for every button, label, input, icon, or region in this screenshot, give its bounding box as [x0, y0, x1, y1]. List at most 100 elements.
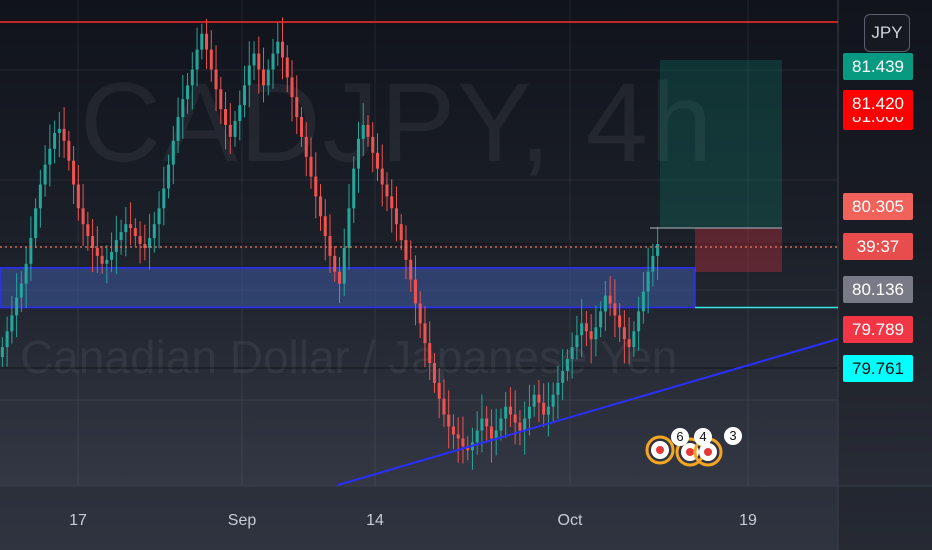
candle-body [337, 271, 342, 284]
candle [323, 199, 327, 261]
count-badge[interactable]: 4 [694, 428, 712, 446]
candle-body [651, 255, 655, 272]
candle [632, 321, 636, 358]
candle [475, 411, 479, 455]
time-tick-label: 17 [69, 512, 87, 529]
candle-body [618, 315, 622, 328]
candle [72, 145, 76, 204]
candle-body [252, 53, 256, 66]
candle [247, 41, 251, 108]
count-badge[interactable]: 6 [671, 428, 689, 446]
candle [48, 124, 52, 187]
candle-body [404, 240, 408, 260]
candle-body [409, 259, 413, 280]
price-label: 79.761 [843, 355, 913, 382]
candle-body [152, 224, 156, 239]
candle-body [219, 89, 223, 110]
time-axis-panel[interactable] [0, 486, 932, 550]
candle-body [233, 121, 237, 137]
candle [485, 406, 489, 442]
candle [5, 316, 9, 367]
candle [375, 133, 380, 181]
candle [100, 245, 104, 274]
candle-body [167, 164, 171, 189]
candle-body [456, 434, 460, 439]
count-badge[interactable]: 3 [724, 427, 742, 445]
price-label: 81.420 [843, 90, 913, 117]
candle [76, 165, 80, 221]
candle-body [622, 327, 626, 340]
candle-body [209, 49, 213, 70]
candle-body [276, 41, 280, 54]
candle-body [186, 85, 190, 100]
candle-body [171, 140, 175, 165]
candle-body [148, 238, 152, 248]
candle [171, 126, 175, 185]
candle [337, 257, 342, 304]
candle [219, 76, 223, 124]
candle-body [461, 438, 465, 447]
price-label: 81.439 [843, 53, 913, 80]
candle [181, 74, 185, 139]
candle [428, 321, 432, 381]
candle [352, 156, 356, 223]
candle [190, 52, 194, 110]
candle-body [247, 65, 251, 86]
time-tick-label: Sep [227, 512, 257, 529]
candle-body [0, 347, 4, 358]
candle [29, 216, 33, 281]
candle-body [637, 311, 641, 332]
candle-body [176, 117, 180, 141]
candle [347, 184, 351, 270]
candle-body [95, 247, 99, 256]
currency-button[interactable]: JPY [864, 14, 910, 52]
candle-body [646, 271, 650, 292]
candle-body [499, 418, 503, 431]
candle [62, 107, 66, 158]
candle [157, 191, 161, 249]
candle [423, 306, 427, 368]
candle-body [527, 406, 531, 419]
candle [309, 137, 313, 189]
candle-body [352, 168, 356, 209]
candle-body [442, 398, 446, 415]
candle [333, 245, 337, 282]
candle-body [480, 418, 484, 431]
candle-body [485, 418, 489, 427]
candle [409, 240, 413, 292]
candle-body [67, 140, 71, 161]
candle [361, 103, 365, 156]
candle [238, 90, 242, 141]
candle-body [48, 148, 52, 165]
candle [252, 41, 256, 81]
order-marker-icon [645, 435, 675, 465]
candle-body [34, 208, 38, 239]
candle [43, 145, 47, 197]
candle [556, 365, 560, 419]
marker-dot [656, 446, 664, 454]
price-label: 80.136 [843, 276, 913, 303]
candle [195, 27, 199, 87]
candle-body [43, 164, 47, 185]
candle-body [532, 394, 536, 407]
candle-body [361, 124, 365, 139]
candle-body [432, 363, 436, 383]
candle [461, 416, 465, 464]
candle [228, 103, 232, 154]
time-tick-label: 19 [739, 512, 757, 529]
candle [290, 60, 294, 122]
candle-body [580, 323, 584, 336]
candle-body [641, 291, 645, 312]
candle [542, 383, 546, 427]
candle [532, 384, 536, 417]
candle-body [342, 247, 346, 284]
candle [91, 218, 95, 273]
candle-body [423, 323, 427, 344]
candle [119, 219, 123, 255]
candle [561, 349, 565, 400]
candle [570, 332, 574, 379]
candle-body [504, 406, 508, 419]
candle [233, 111, 237, 147]
candle-body [119, 232, 123, 241]
